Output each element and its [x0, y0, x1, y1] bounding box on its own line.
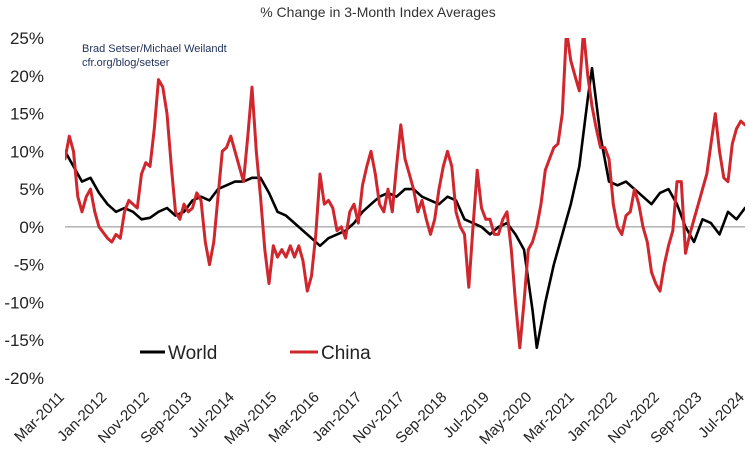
y-tick-label: 5% — [19, 180, 44, 199]
x-tick-label: Jul-2024 — [695, 389, 748, 442]
series-line-china — [65, 38, 745, 350]
y-tick-label: 0% — [19, 218, 44, 237]
y-tick-label: 10% — [10, 142, 44, 161]
y-tick-label: 25% — [10, 29, 44, 48]
legend-china-label: China — [321, 343, 371, 364]
y-tick-label: -10% — [4, 293, 44, 312]
series-lines — [65, 38, 745, 350]
series-line-world — [65, 66, 745, 350]
credit-author: Brad Setser/Michael Weilandt — [82, 43, 227, 55]
y-tick-label: 15% — [10, 105, 44, 124]
legend: World China — [140, 343, 371, 364]
y-axis-tick-labels: 25% 20% 15% 10% 5% 0% -5% -10% -15% -20% — [4, 29, 44, 388]
y-tick-label: -5% — [14, 256, 44, 275]
credit-url: cfr.org/blog/setser — [82, 57, 170, 69]
legend-world-label: World — [168, 343, 217, 364]
y-tick-label: 20% — [10, 67, 44, 86]
x-axis-tick-labels: Mar-2011Jan-2012Nov-2012Sep-2013Jul-2014… — [11, 389, 748, 448]
y-tick-label: -15% — [4, 331, 44, 350]
y-tick-label: -20% — [4, 369, 44, 388]
chart-title: % Change in 3-Month Index Averages — [260, 4, 496, 20]
